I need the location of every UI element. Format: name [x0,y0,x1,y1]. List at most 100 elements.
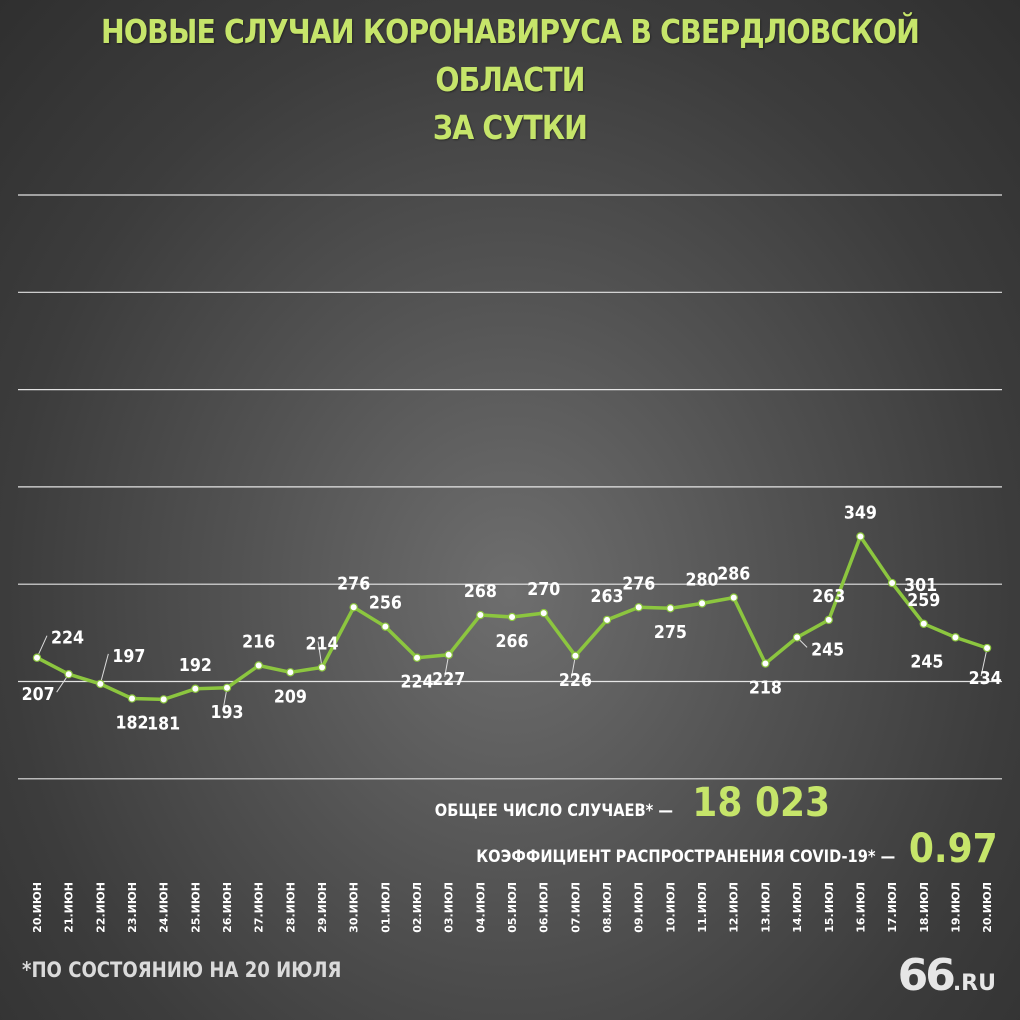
data-point [824,615,833,625]
data-label: 256 [369,592,402,613]
x-tick-label: 30.ИЮН [348,882,361,933]
data-label: 224 [51,627,84,648]
total-cases-value: 18 023 [692,780,830,826]
data-point [507,612,517,622]
x-tick-label: 02.ИЮЛ [411,882,424,933]
data-label: 270 [527,578,560,599]
data-label: 263 [812,585,845,606]
data-point [191,684,200,693]
data-point [761,659,770,668]
x-tick-label: 28.ИЮН [284,882,297,933]
data-point [127,694,137,703]
data-point [539,608,548,618]
label-leader [99,653,109,685]
data-point [887,578,897,588]
data-point [412,653,422,662]
data-label: 276 [622,572,655,593]
footnote: *ПО СОСТОЯНИЮ НА 20 ИЮЛЯ [22,958,342,982]
x-tick-label: 03.ИЮЛ [443,882,456,933]
x-tick-label: 21.ИЮН [63,882,76,933]
data-point [96,679,105,689]
data-label: 276 [337,572,370,593]
label-leader [980,647,988,677]
data-label: 263 [591,585,624,606]
data-labels: 2242071971821811921932162092142762562242… [22,501,1002,733]
label-leader [317,641,323,668]
data-label: 245 [811,638,844,659]
data-label: 234 [969,667,1002,688]
x-tick-label: 10.ИЮЛ [664,882,677,933]
site-logo: 66.RU [898,950,996,1001]
data-label: 182 [115,711,148,732]
data-point [32,653,42,662]
data-label: 266 [496,630,529,651]
data-point [476,610,485,620]
data-point [634,603,643,612]
x-tick-label: 09.ИЮЛ [633,882,646,933]
x-tick-label: 22.ИЮН [94,882,107,933]
x-tick-label: 17.ИЮЛ [886,882,899,933]
x-tick-label: 16.ИЮЛ [854,882,867,933]
total-cases: ОБЩЕЕ ЧИСЛО СЛУЧАЕВ* — 18 023 [396,780,830,826]
data-label: 224 [401,671,434,692]
x-tick-label: 12.ИЮЛ [728,882,741,933]
x-tick-label: 18.ИЮЛ [918,882,931,933]
data-point [64,670,73,679]
x-tick-label: 04.ИЮЛ [474,882,487,933]
spread-coefficient-label: КОЭФФИЦИЕНТ РАСПРОСТРАНЕНИЯ COVID-19* — [476,847,896,867]
logo-domain: .RU [952,971,996,996]
x-tick-label: 01.ИЮЛ [379,882,392,933]
x-tick-label: 24.ИЮН [158,882,171,933]
spread-coefficient-value: 0.97 [909,826,998,872]
data-label: 226 [559,669,592,690]
x-tick-label: 08.ИЮЛ [601,882,614,933]
title-line-1: НОВЫЕ СЛУЧАИ КОРОНАВИРУСА В СВЕРДЛОВСКОЙ… [101,12,920,99]
data-label: 268 [464,580,497,601]
data-point [602,615,612,625]
label-leaders [36,635,988,710]
data-label: 193 [211,701,244,722]
data-point [697,599,707,608]
x-tick-label: 11.ИЮЛ [696,882,709,933]
x-tick-label: 25.ИЮН [189,882,202,933]
data-label: 286 [717,563,750,584]
data-label: 197 [112,645,145,666]
data-label: 209 [274,685,307,706]
x-tick-label: 14.ИЮЛ [791,882,804,933]
data-point [982,643,992,653]
data-points [32,532,992,704]
x-tick-label: 06.ИЮЛ [538,882,551,933]
x-tick-label: 15.ИЮЛ [823,882,836,933]
data-label: 216 [242,630,275,651]
x-tick-label: 20.ИЮЛ [981,882,994,933]
data-point [856,532,865,541]
x-tick-labels: 20.ИЮН 21.ИЮН 22.ИЮН 23.ИЮН 24.ИЮН 25.ИЮН 26.И… [31,882,994,933]
data-label: 207 [22,683,55,704]
data-label: 259 [907,589,940,610]
x-tick-label: 27.ИЮН [253,882,266,933]
x-tick-label: 23.ИЮН [126,882,139,933]
data-label: 275 [654,621,687,642]
spread-coefficient: КОЭФФИЦИЕНТ РАСПРОСТРАНЕНИЯ COVID-19* — 0… [408,826,998,872]
total-cases-label: ОБЩЕЕ ЧИСЛО СЛУЧАЕВ* — [434,801,673,821]
x-tick-label: 20.ИЮН [31,882,44,933]
data-point [159,695,168,704]
x-tick-label: 19.ИЮЛ [949,882,962,933]
data-label: 245 [910,650,943,671]
x-tick-label: 26.ИЮН [221,882,234,933]
title-line-2: ЗА СУТКИ [432,108,588,147]
data-point [254,661,263,670]
data-point [317,663,327,672]
data-point [349,603,358,612]
data-point [571,651,580,660]
data-point [286,668,295,677]
data-point [919,619,928,628]
data-point [444,650,453,660]
data-point [666,604,675,613]
data-point [222,683,232,692]
gridlines [18,194,1002,780]
x-tick-label: 07.ИЮЛ [569,882,582,933]
data-label: 192 [179,654,212,675]
data-label: 218 [749,677,782,698]
data-point [792,633,802,642]
